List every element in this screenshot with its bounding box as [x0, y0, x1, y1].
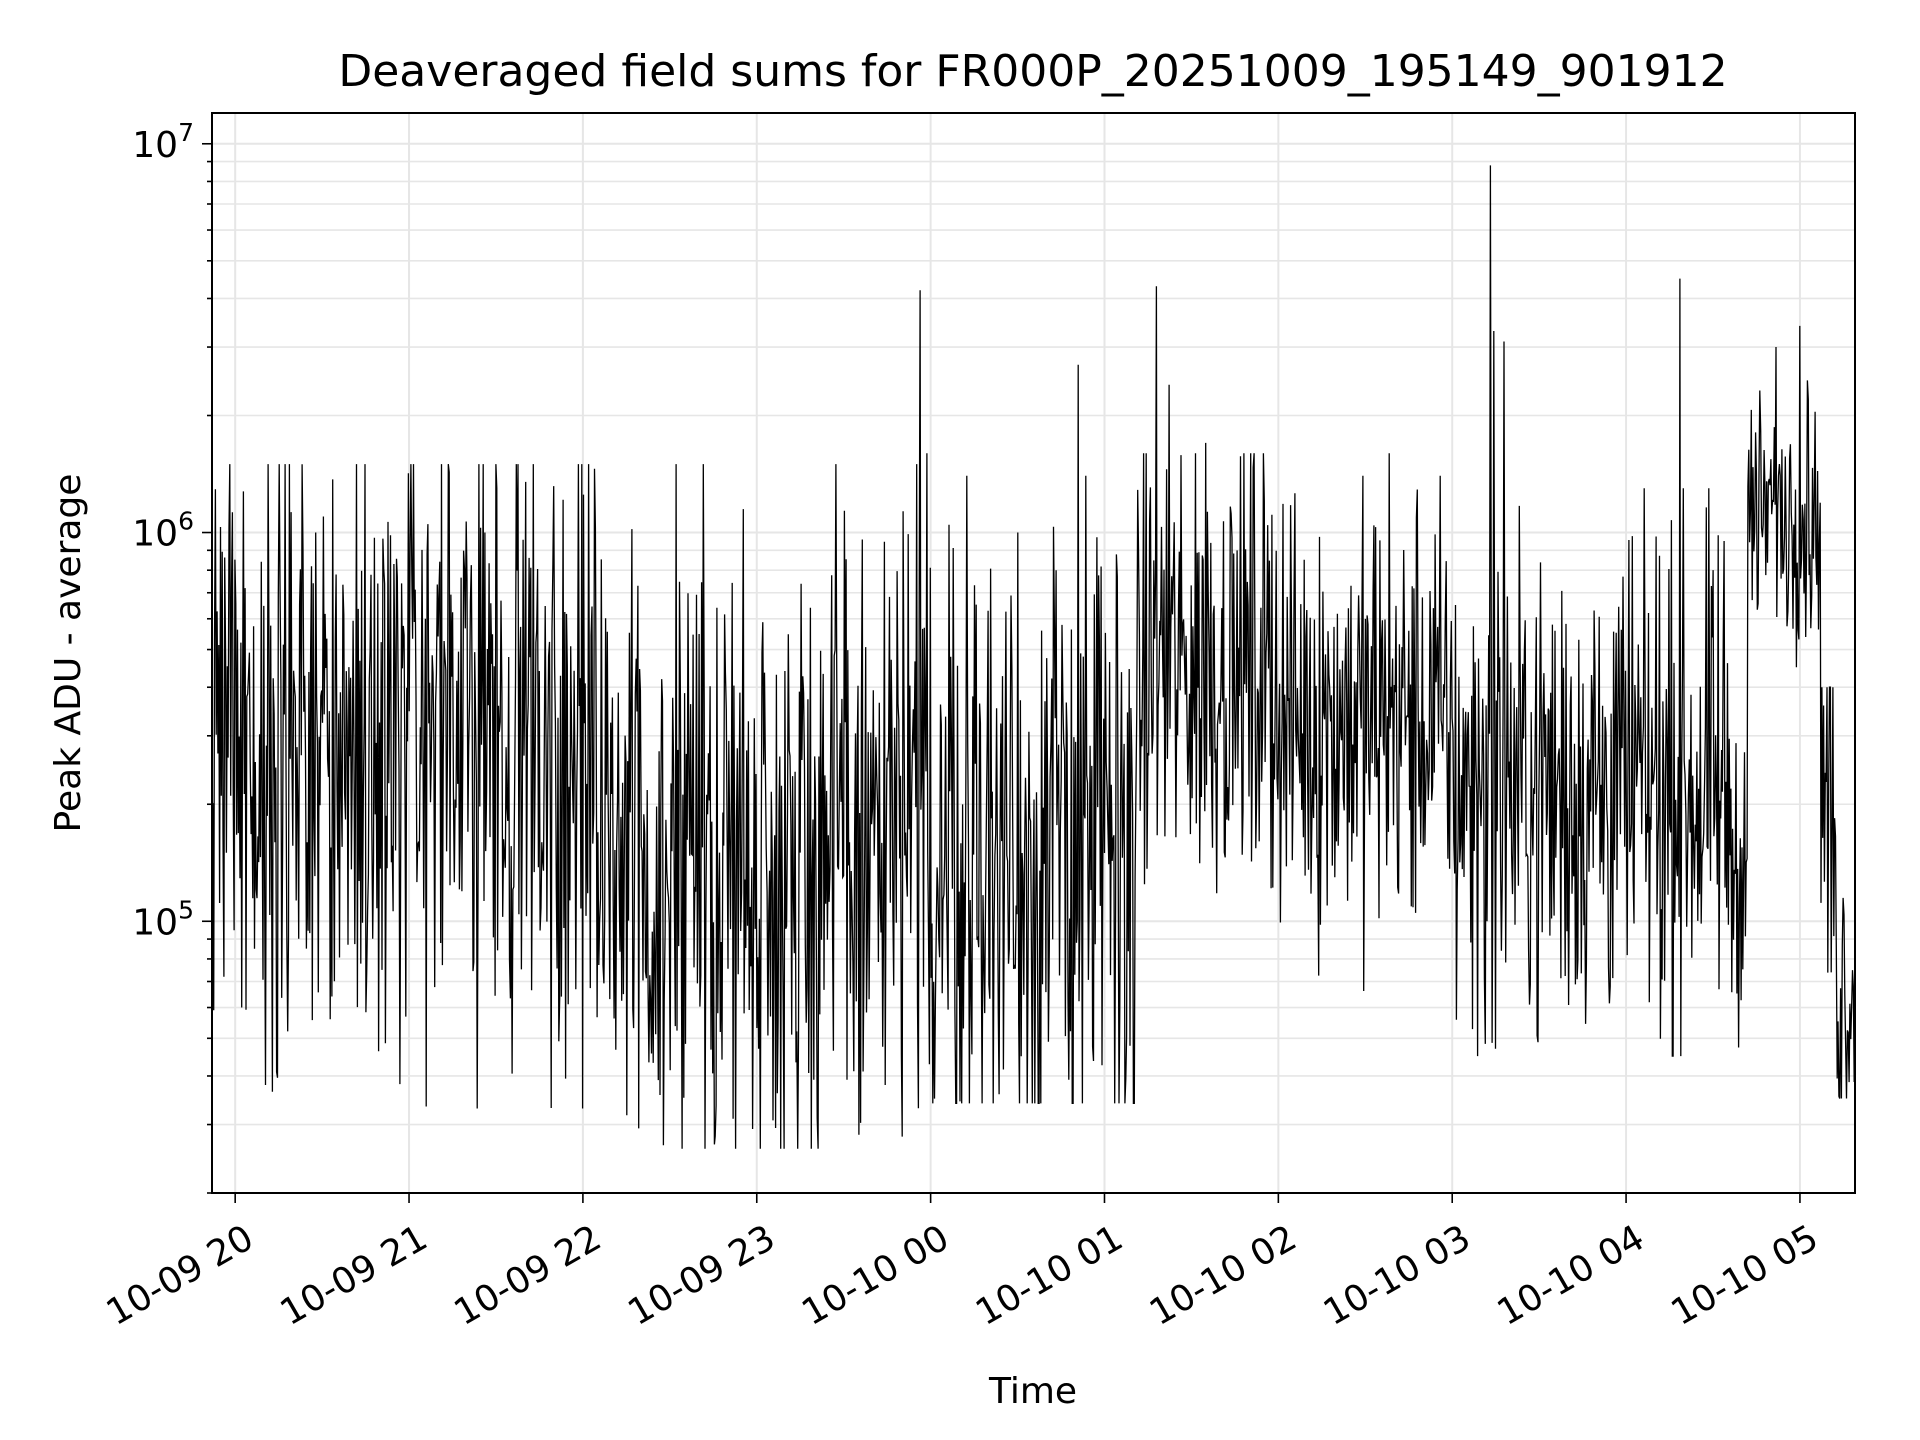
series-line: [211, 165, 1855, 1149]
y-tick-label: 105: [132, 895, 194, 943]
plot-frame: [211, 112, 1856, 1194]
series-group: [211, 165, 1855, 1149]
y-tick-label: 107: [132, 118, 194, 166]
y-axis: 105 106 107: [132, 118, 212, 1194]
y-tick-label: 106: [132, 507, 194, 555]
y-axis-label: Peak ADU - average: [48, 474, 89, 833]
chart-title: Deaveraged field sums for FR000P_2025100…: [338, 46, 1727, 97]
x-axis-label: Time: [988, 1371, 1077, 1412]
